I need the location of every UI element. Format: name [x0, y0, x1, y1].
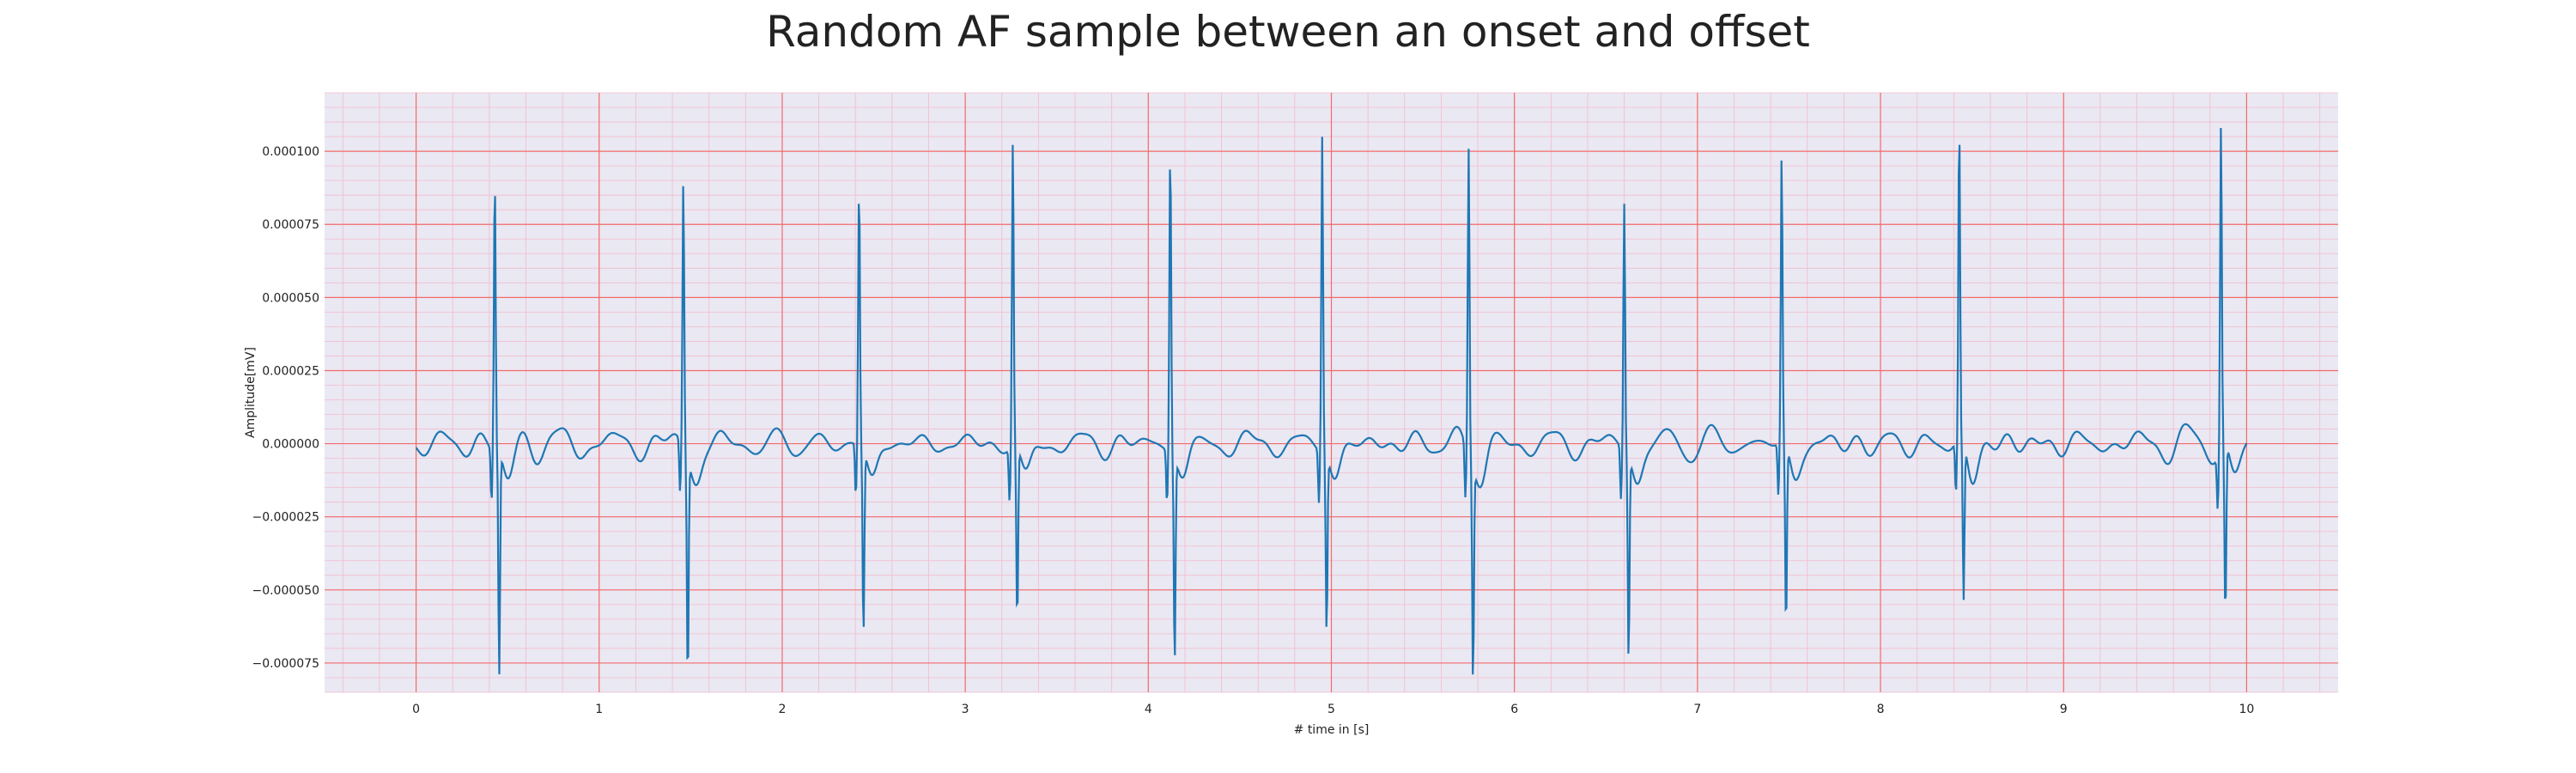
x-tick-label: 5 — [1327, 703, 1335, 716]
major-grid — [325, 93, 2338, 692]
x-tick-label: 2 — [778, 703, 786, 716]
y-tick-label: 0.000050 — [262, 291, 319, 305]
y-tick-label: 0.000075 — [262, 218, 319, 232]
x-tick-label: 8 — [1877, 703, 1885, 716]
ecg-series-line — [415, 127, 2248, 675]
y-axis-ticks: −0.000075 −0.000050 −0.000025 0.000000 0.000… — [252, 145, 319, 671]
x-tick-label: 3 — [962, 703, 969, 716]
x-tick-label: 10 — [2239, 703, 2254, 716]
y-tick-label: −0.000050 — [252, 584, 319, 598]
y-tick-label: −0.000025 — [252, 511, 319, 525]
y-tick-label: 0.000025 — [262, 364, 319, 378]
x-tick-label: 4 — [1145, 703, 1152, 716]
x-tick-label: 7 — [1693, 703, 1701, 716]
x-tick-label: 1 — [595, 703, 603, 716]
y-axis-label: Amplitude[mV] — [244, 347, 258, 438]
x-tick-label: 6 — [1510, 703, 1518, 716]
x-tick-label: 0 — [412, 703, 420, 716]
y-tick-label: 0.000000 — [262, 438, 319, 452]
x-tick-label: 9 — [2060, 703, 2068, 716]
x-axis-label: # time in [s] — [1294, 723, 1370, 737]
chart-title: Random AF sample between an onset and of… — [766, 7, 1810, 57]
x-axis-ticks: 0 1 2 3 4 5 6 7 8 9 10 — [412, 703, 2254, 716]
y-tick-label: 0.000100 — [262, 145, 319, 159]
y-tick-label: −0.000075 — [252, 657, 319, 671]
